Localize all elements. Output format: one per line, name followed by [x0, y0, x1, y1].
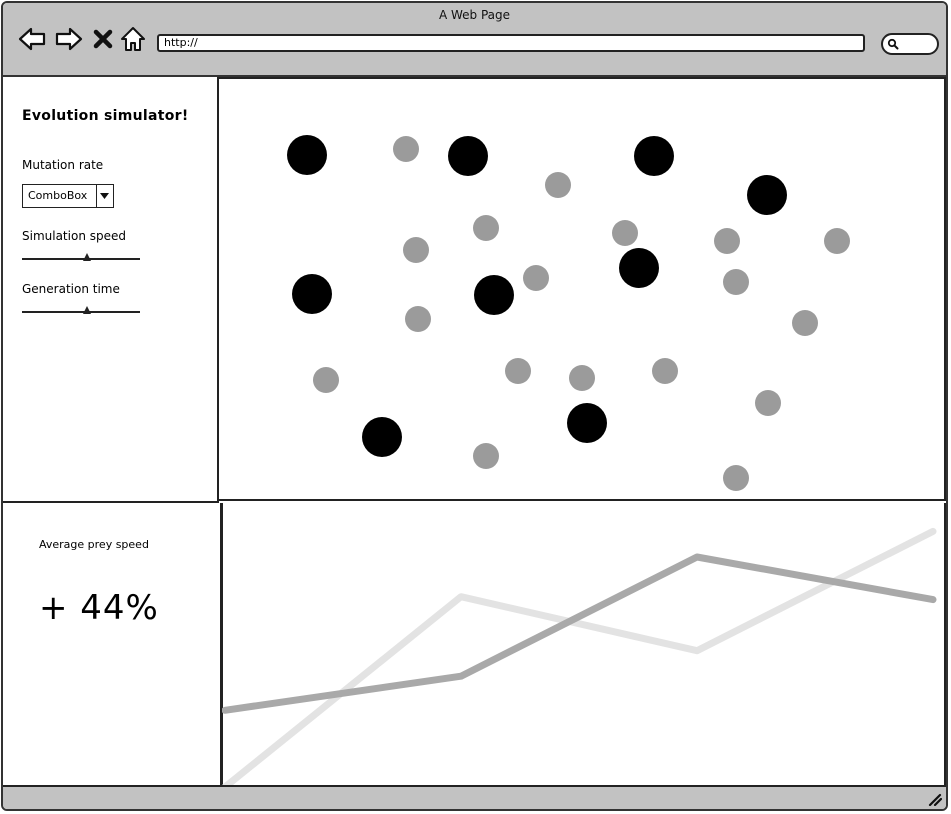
prey-creature [313, 367, 339, 393]
home-icon[interactable] [120, 25, 146, 53]
close-icon[interactable] [92, 25, 114, 53]
generation-time-slider[interactable] [22, 305, 140, 317]
prey-creature [523, 265, 549, 291]
mutation-rate-select[interactable]: ComboBox [22, 184, 114, 208]
url-input[interactable]: http:// [157, 34, 865, 52]
prey-creature [393, 136, 419, 162]
resize-grip-icon[interactable] [928, 792, 942, 806]
prey-creature [403, 237, 429, 263]
series-line-2 [222, 553, 937, 714]
control-panel: Evolution simulator! Mutation rate Combo… [3, 77, 219, 503]
prey-creature [473, 215, 499, 241]
predator-creature [474, 275, 514, 315]
prey-creature [714, 228, 740, 254]
predator-creature [362, 417, 402, 457]
stats-panel: Average prey speed + 44% [3, 503, 223, 787]
app-title: Evolution simulator! [22, 108, 189, 124]
generation-time-label: Generation time [22, 282, 120, 296]
line-chart [222, 527, 937, 786]
prey-creature [652, 358, 678, 384]
prey-creature [405, 306, 431, 332]
predator-creature [567, 403, 607, 443]
prey-creature [824, 228, 850, 254]
slider-track [22, 311, 140, 313]
back-arrow-icon[interactable] [18, 25, 46, 53]
simulation-speed-label: Simulation speed [22, 229, 126, 243]
prey-creature [545, 172, 571, 198]
status-bar [3, 785, 946, 809]
prey-creature [569, 365, 595, 391]
forward-arrow-icon[interactable] [55, 25, 83, 53]
mutation-rate-value: ComboBox [28, 189, 88, 202]
prey-creature [792, 310, 818, 336]
prey-creature [755, 390, 781, 416]
slider-track [22, 258, 140, 260]
prey-creature [723, 269, 749, 295]
chevron-down-icon [100, 193, 109, 199]
simulation-speed-slider[interactable] [22, 252, 140, 264]
population-field [287, 135, 850, 491]
slider-thumb[interactable] [82, 253, 91, 261]
prey-creature [473, 443, 499, 469]
predator-creature [747, 175, 787, 215]
average-prey-speed-label: Average prey speed [39, 538, 149, 551]
predator-creature [287, 135, 327, 175]
predator-creature [619, 248, 659, 288]
mutation-rate-label: Mutation rate [22, 158, 104, 172]
predator-creature [292, 274, 332, 314]
dropdown-button[interactable] [96, 185, 113, 207]
series-line-1 [222, 527, 937, 786]
search-icon [887, 38, 899, 50]
slider-thumb[interactable] [82, 306, 91, 314]
predator-creature [634, 136, 674, 176]
predator-creature [448, 136, 488, 176]
speed-chart [222, 503, 946, 789]
title-bar: A Web Page http:// [3, 3, 946, 77]
simulation-canvas[interactable] [219, 77, 946, 501]
search-input[interactable] [881, 33, 939, 55]
window-title: A Web Page [438, 8, 511, 22]
prey-creature [505, 358, 531, 384]
prey-creature [612, 220, 638, 246]
average-prey-speed-value: + 44% [39, 588, 159, 628]
prey-creature [723, 465, 749, 491]
